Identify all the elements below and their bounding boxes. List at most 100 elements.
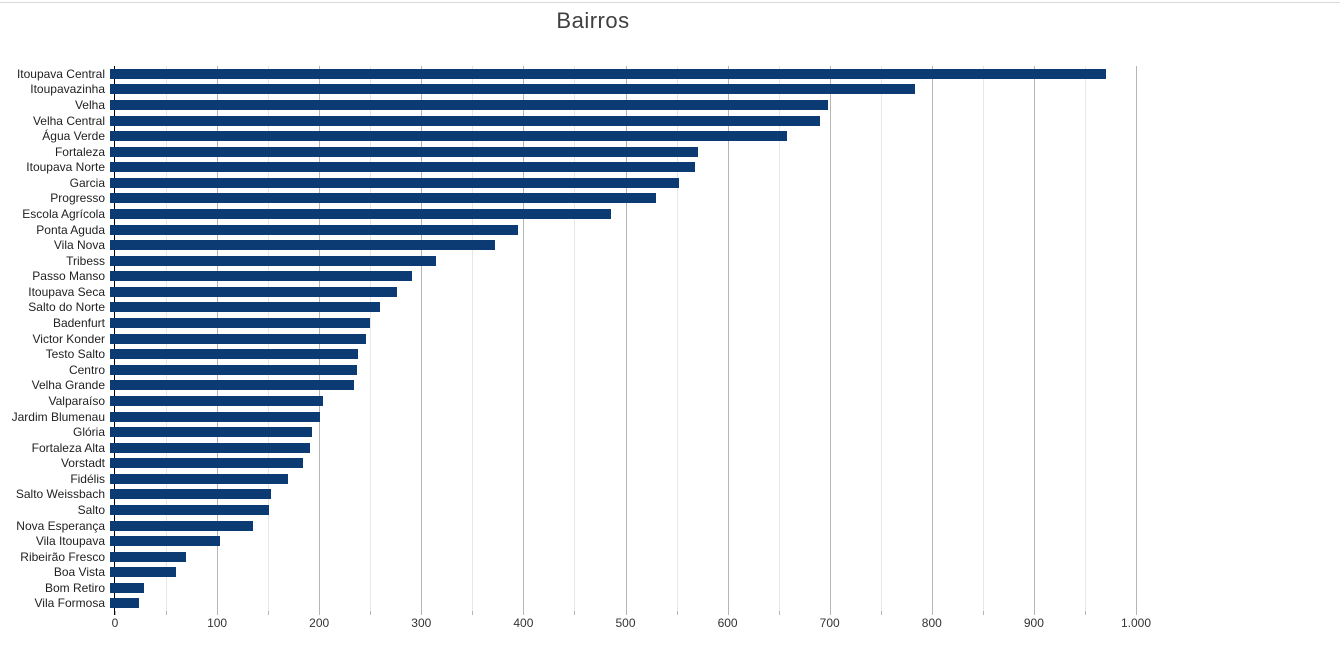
bar[interactable] [110,162,695,173]
bar-row: Fortaleza Alta [0,440,1186,456]
bar-track [110,409,1131,425]
x-tick-label: 1.000 [1120,616,1152,630]
bar[interactable] [110,411,321,422]
bar[interactable] [110,349,359,360]
bar[interactable] [110,193,657,204]
bar[interactable] [110,84,915,95]
bar[interactable] [110,255,436,266]
axis-tick [778,611,780,615]
x-tick-label: 0 [111,616,119,630]
bar-row: Vila Formosa [0,596,1186,612]
x-tick-label: 400 [513,616,534,630]
bar[interactable] [110,286,397,297]
axis-tick [268,611,270,615]
bar[interactable] [110,598,139,609]
bar[interactable] [110,224,519,235]
bar-track [110,175,1131,191]
bar-row: Nova Esperança [0,518,1186,534]
bar[interactable] [110,302,380,313]
category-label: Progresso [50,191,105,206]
bar[interactable] [110,177,679,188]
bar[interactable] [110,318,371,329]
axis-tick [574,611,576,615]
bar-row: Velha Central [0,113,1186,129]
bar[interactable] [110,395,324,406]
bar-track [110,565,1131,581]
category-label: Fidélis [70,471,105,486]
major-gridline [523,66,525,611]
bar-track [110,66,1131,82]
bar[interactable] [110,473,288,484]
bar-track [110,346,1131,362]
axis-tick [931,611,933,615]
x-tick-label: 800 [921,616,942,630]
x-tick-label: 600 [717,616,738,630]
axis-tick [1033,611,1035,615]
category-label: Centro [68,362,105,377]
bar-track [110,300,1131,316]
category-label: Água Verde [42,129,105,144]
category-label: Velha Central [32,113,105,128]
bar[interactable] [110,458,303,469]
bar-row: Velha Grande [0,378,1186,394]
bar[interactable] [110,380,354,391]
x-axis-labels: 0 100 200 300 400 500 600 700 800 900 1.000 [111,616,1151,632]
minor-gridline [880,66,882,611]
bar-row: Itoupavazinha [0,82,1186,98]
bar[interactable] [110,551,186,562]
axis-tick [829,611,831,615]
bar-track [110,128,1131,144]
bar[interactable] [110,536,221,547]
bar-row: Boa Vista [0,565,1186,581]
bar[interactable] [110,582,144,593]
x-tick-label: 500 [615,616,636,630]
bar[interactable] [110,427,313,438]
bar-row: Valparaíso [0,393,1186,409]
bar[interactable] [110,131,787,142]
category-label: Velha [74,97,105,112]
minor-gridline [676,66,678,611]
bar[interactable] [110,146,699,157]
bar-row: Água Verde [0,128,1186,144]
top-divider-line [0,2,1340,3]
bar-track [110,487,1131,503]
bar-row: Itoupava Central [0,66,1186,82]
bar-row: Ponta Aguda [0,222,1186,238]
bar[interactable] [110,333,367,344]
major-gridline [931,66,933,611]
bar[interactable] [110,208,612,219]
bar-track [110,471,1131,487]
x-tick-label: 700 [819,616,840,630]
bar[interactable] [110,240,495,251]
category-label: Ponta Aguda [36,222,105,237]
category-label: Vila Nova [53,238,105,253]
bar-row: Salto do Norte [0,300,1186,316]
bar[interactable] [110,489,272,500]
bar[interactable] [110,99,828,110]
category-label: Itoupavazinha [30,82,105,97]
category-label: Salto Weissbach [15,487,105,502]
bar-track [110,237,1131,253]
bar[interactable] [110,442,311,453]
bar[interactable] [110,567,177,578]
bar[interactable] [110,271,413,282]
bar[interactable] [110,364,358,375]
major-gridline [1033,66,1035,611]
bar[interactable] [110,115,820,126]
bar[interactable] [110,504,270,515]
category-label: Testo Salto [45,347,105,362]
bar-track [110,424,1131,440]
axis-tick [880,611,882,615]
bar[interactable] [110,68,1106,79]
category-label: Velha Grande [31,378,105,393]
chart-title: Bairros [556,8,630,33]
category-label: Bom Retiro [44,580,105,595]
axis-tick [625,611,627,615]
axis-tick [370,611,372,615]
axis-tick [472,611,474,615]
axis-tick [1136,611,1137,615]
bar-track [110,144,1131,160]
bar[interactable] [110,520,253,531]
plot-area: Itoupava Central Itoupavazinha Velha Velha … [0,66,1186,632]
